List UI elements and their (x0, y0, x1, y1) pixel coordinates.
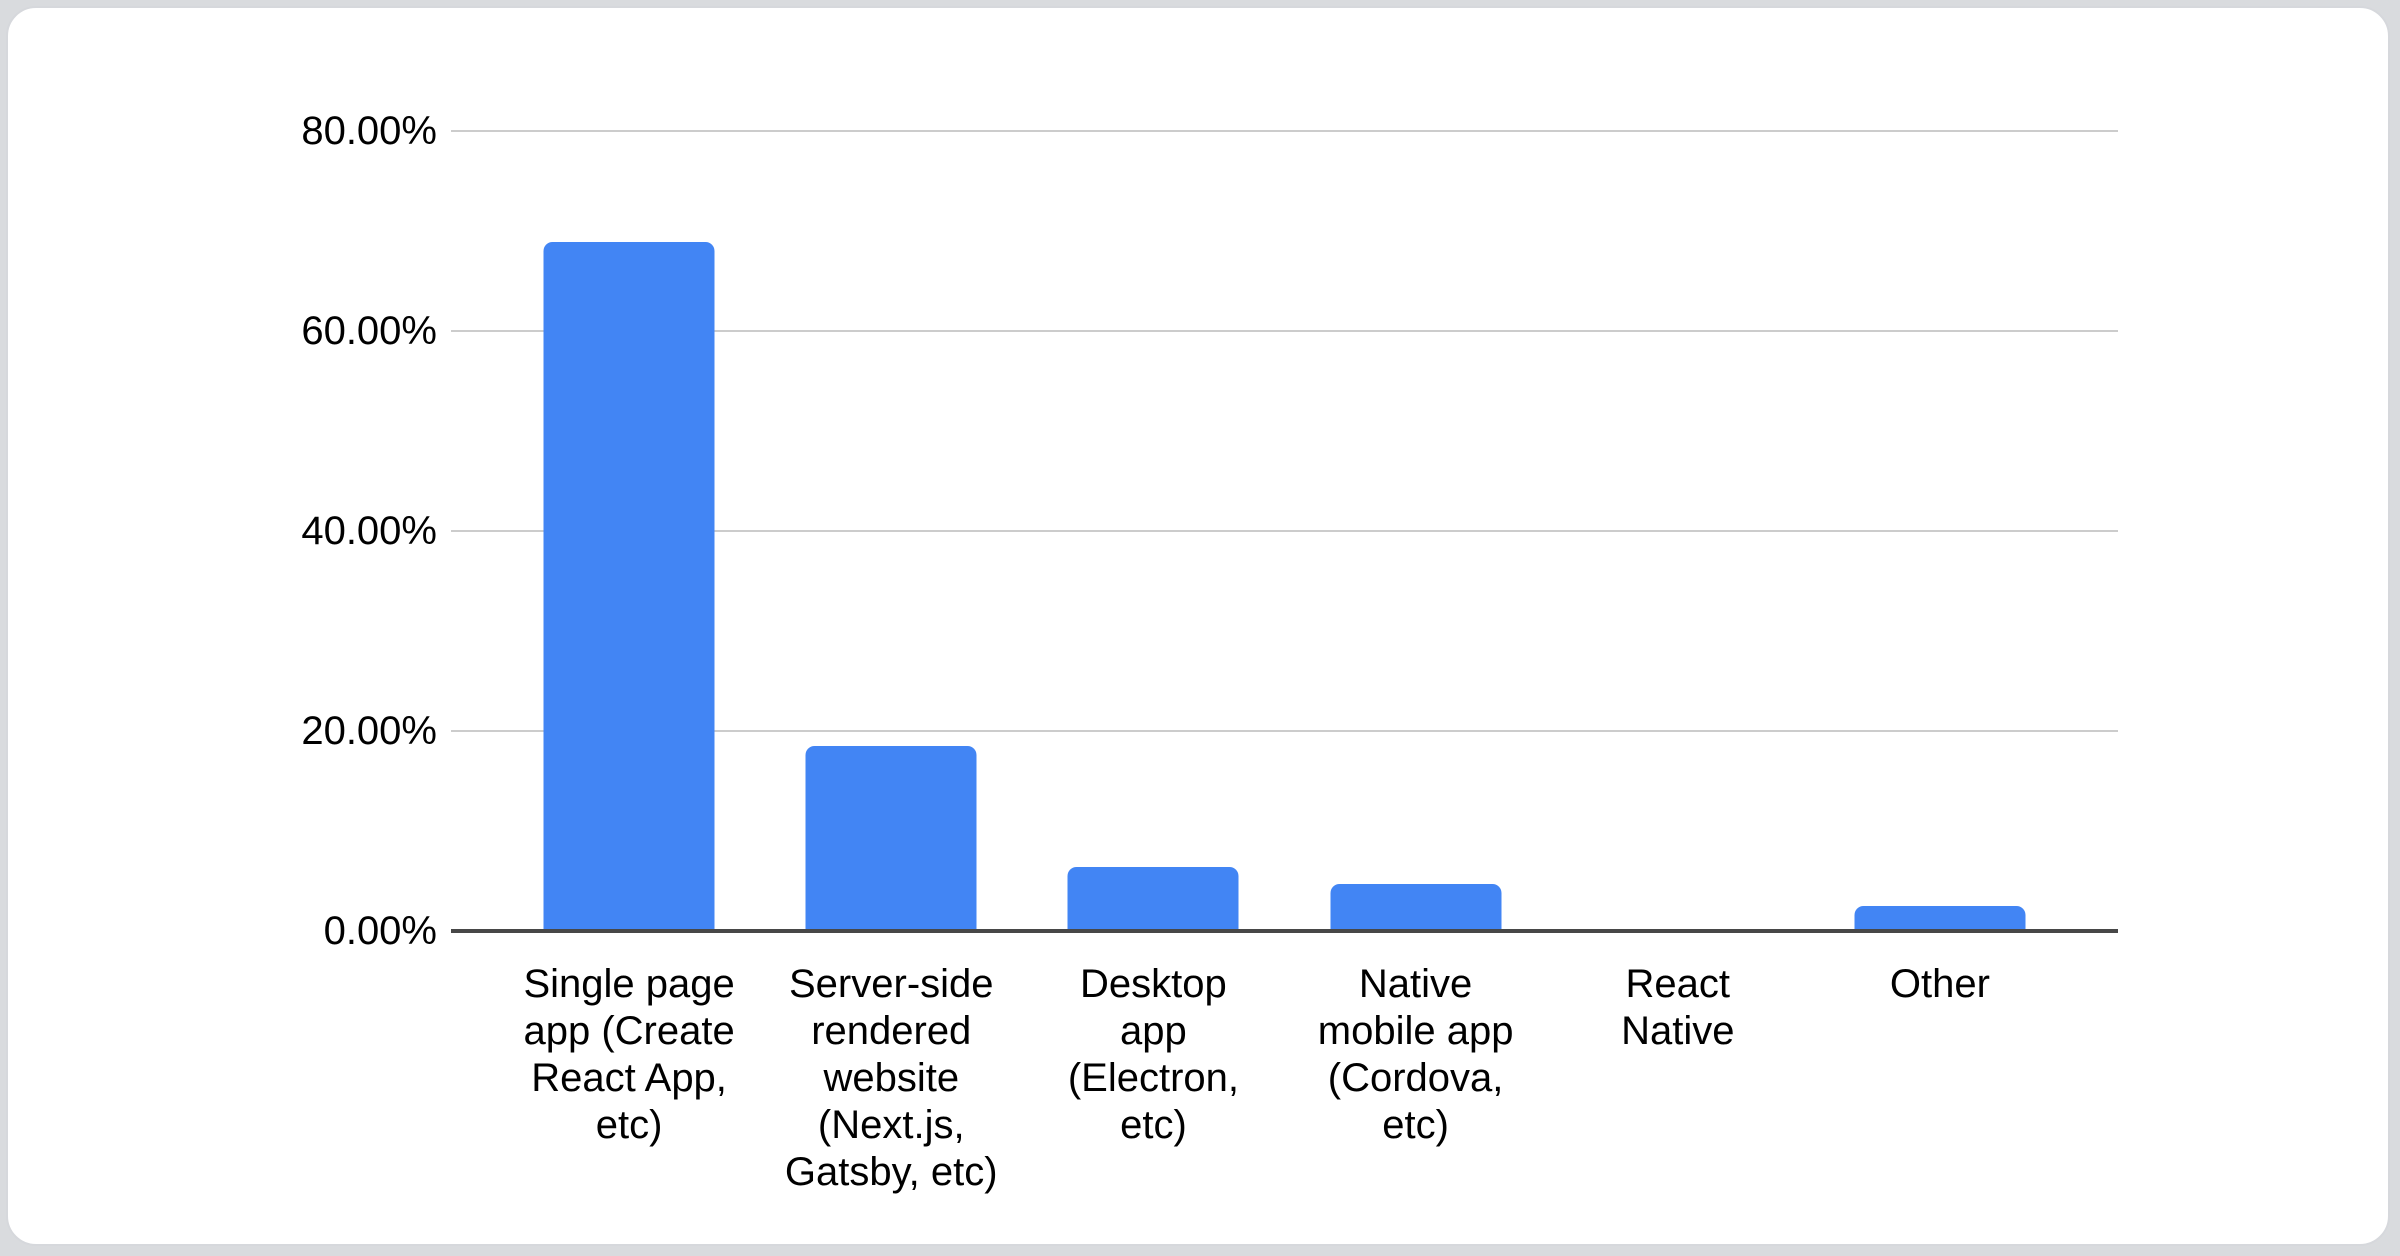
bar-slot (1547, 131, 1809, 931)
bar-6 (1854, 906, 2026, 931)
x-axis-line (451, 929, 2118, 933)
y-axis-tick-label: 0.00% (323, 909, 437, 953)
x-axis-label: Single page app (Create React App, etc) (523, 962, 735, 1147)
bars-row (451, 131, 2118, 931)
x-axis-label: Server-side rendered website (Next.js, G… (784, 962, 998, 1194)
bar-slot (760, 131, 1022, 931)
y-axis-tick-label: 20.00% (301, 709, 437, 753)
x-axis-labels: Single page app (Create React App, etc) S… (451, 961, 2118, 1196)
plot-area: 0.00% 20.00% 40.00% 60.00% 80.00% (301, 109, 2118, 953)
y-axis-tick-label: 80.00% (301, 109, 437, 153)
bar-slot (1285, 131, 1547, 931)
x-axis-label: Desktop app (Electron, etc) (1067, 962, 1240, 1147)
x-axis-label: Native mobile app (Cordova, etc) (1317, 962, 1514, 1147)
bar-2 (805, 746, 977, 931)
bar-slot (498, 131, 760, 931)
x-axis-label: React Native (1621, 962, 1735, 1053)
gridline (451, 530, 2118, 532)
gridline (451, 330, 2118, 332)
gridline (451, 130, 2118, 132)
bar-4 (1330, 884, 1502, 931)
chart-card: 0.00% 20.00% 40.00% 60.00% 80.00% Single pag… (6, 6, 2390, 1246)
bar-slot (1022, 131, 1284, 931)
bar-slot (1809, 131, 2071, 931)
gridline (451, 730, 2118, 732)
y-axis-tick-label: 40.00% (301, 509, 437, 553)
y-axis-tick-label: 60.00% (301, 309, 437, 353)
bar-3 (1067, 867, 1239, 931)
x-axis-label: Other (1889, 962, 1990, 1006)
bar-1 (543, 242, 715, 931)
